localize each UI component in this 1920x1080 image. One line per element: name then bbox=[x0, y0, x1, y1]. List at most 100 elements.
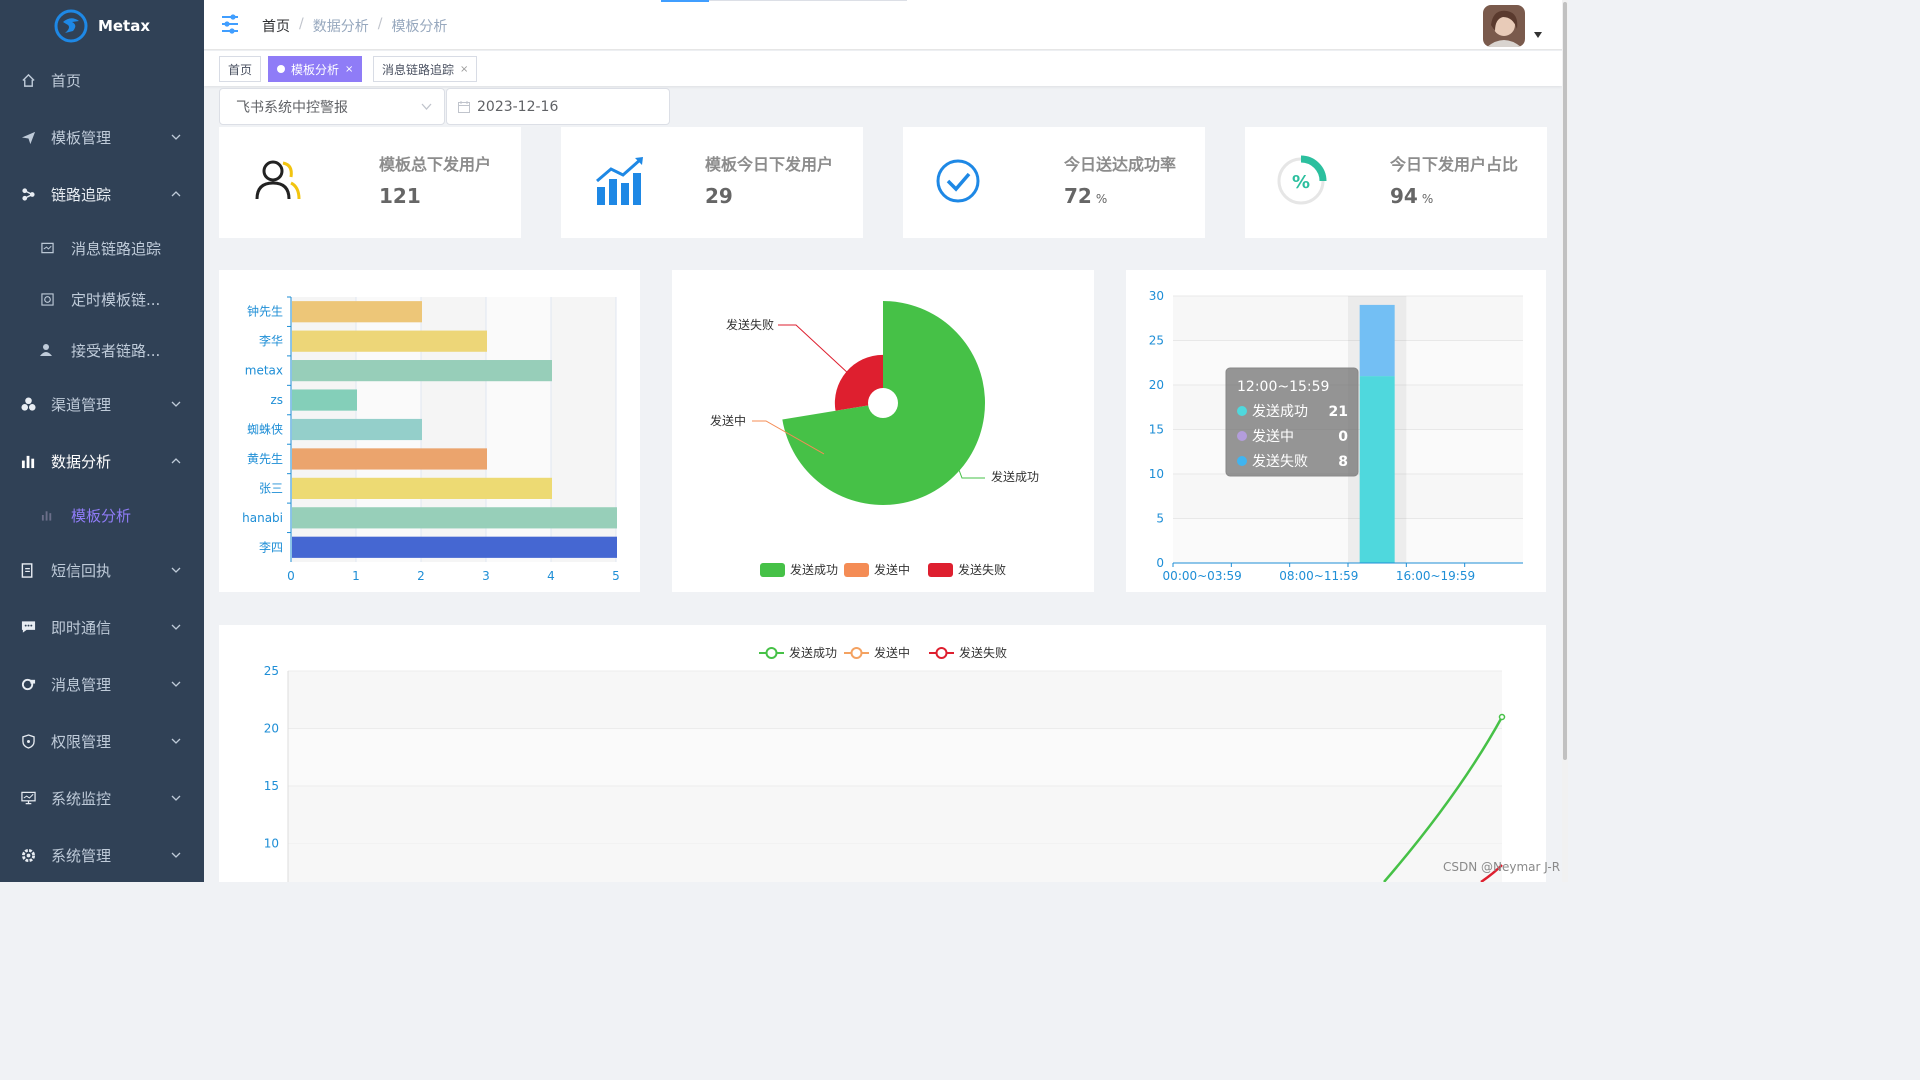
chevron-down-icon bbox=[171, 134, 181, 140]
bar bbox=[292, 330, 487, 352]
active-dot-icon bbox=[277, 65, 285, 73]
template-select[interactable]: 飞书系统中控警报 bbox=[219, 88, 445, 125]
stat-card-success-rate: 今日送达成功率 72% bbox=[903, 127, 1205, 238]
x-tick-label: 08:00~11:59 bbox=[1279, 569, 1358, 583]
sidebar-item-label: 系统监控 bbox=[51, 789, 112, 808]
sidebar-item-label: 消息管理 bbox=[51, 675, 112, 694]
legend-marker bbox=[935, 647, 948, 659]
grid-band bbox=[288, 728, 1502, 786]
sidebar-item-message-management[interactable]: 消息管理 bbox=[0, 664, 204, 704]
bar bbox=[292, 536, 617, 558]
top-indicator bbox=[661, 0, 709, 2]
sidebar-item-template-management[interactable]: 模板管理 bbox=[0, 117, 204, 157]
sidebar-item-system-monitoring[interactable]: 系统监控 bbox=[0, 778, 204, 818]
legend-swatch bbox=[928, 563, 953, 577]
shield-icon bbox=[20, 733, 36, 749]
sidebar-item-permission-management[interactable]: 权限管理 bbox=[0, 721, 204, 761]
sidebar-item-timed-template[interactable]: 定时模板链... bbox=[0, 279, 204, 319]
series-line-success bbox=[1383, 716, 1504, 883]
sidebar-item-label: 数据分析 bbox=[51, 452, 112, 471]
label-line bbox=[752, 420, 825, 455]
caret-down-icon[interactable] bbox=[1534, 32, 1542, 38]
sidebar-item-instant-messaging[interactable]: 即时通信 bbox=[0, 607, 204, 647]
chevron-up-icon bbox=[171, 458, 181, 464]
y-tick-label: zs bbox=[270, 393, 283, 407]
logo[interactable]: Metax bbox=[0, 0, 204, 52]
chevron-down-icon bbox=[171, 681, 181, 687]
grid-band bbox=[288, 843, 1502, 882]
legend-label: 发送失败 bbox=[958, 562, 1006, 577]
breadcrumb-data-analysis[interactable]: 数据分析 bbox=[312, 19, 369, 35]
user-bar-chart-panel: 0 1 2 3 4 5 钟先生 李华 metax zs 蜘蛛侠 黄先生 张三 hanabi 李四 bbox=[219, 270, 640, 592]
breadcrumb: 首页 / 数据分析 / 模板分析 bbox=[262, 16, 447, 36]
stat-title: 今日送达成功率 bbox=[1064, 155, 1177, 174]
x-tick-label: 5 bbox=[612, 569, 620, 583]
grid-band bbox=[1173, 296, 1523, 341]
sidebar-item-label: 首页 bbox=[51, 71, 82, 90]
sidebar-item-sms-receipt[interactable]: 短信回执 bbox=[0, 550, 204, 590]
y-tick-label: 20 bbox=[1149, 378, 1164, 392]
legend-label: 发送成功 bbox=[789, 645, 837, 660]
legend-label: 发送中 bbox=[874, 562, 910, 577]
date-picker[interactable]: 2023-12-16 bbox=[446, 88, 670, 125]
stat-value: 94% bbox=[1390, 184, 1434, 208]
sidebar-item-system-management[interactable]: 系统管理 bbox=[0, 835, 204, 875]
y-tick-label: 蜘蛛侠 bbox=[247, 422, 283, 437]
template-select-value: 飞书系统中控警报 bbox=[236, 99, 348, 116]
breadcrumb-separator: / bbox=[377, 16, 383, 32]
tooltip: 12:00~15:59 发送成功 21 发送中 0 发送失败 8 bbox=[1225, 367, 1359, 477]
sidebar-item-channel-management[interactable]: 渠道管理 bbox=[0, 384, 204, 424]
sidebar-item-template-analysis[interactable]: 模板分析 bbox=[0, 495, 204, 535]
sidebar-item-label: 模板管理 bbox=[51, 128, 112, 147]
chevron-down-icon bbox=[171, 624, 181, 630]
y-tick-label: 10 bbox=[1149, 467, 1164, 481]
close-icon[interactable]: × bbox=[345, 63, 354, 75]
breadcrumb-home[interactable]: 首页 bbox=[262, 19, 290, 35]
bar-chart-icon bbox=[20, 453, 36, 469]
tooltip-box bbox=[1225, 367, 1359, 477]
sidebar-item-home[interactable]: 首页 bbox=[0, 60, 204, 100]
bar-segment bbox=[1359, 376, 1395, 563]
stat-value: 121 bbox=[379, 184, 421, 208]
chevron-down-icon bbox=[171, 738, 181, 744]
y-tick-label: 张三 bbox=[259, 481, 283, 495]
trend-line-chart[interactable]: 25 20 15 10 发送成功 发送中 发送失败 bbox=[219, 625, 1546, 884]
close-icon[interactable]: × bbox=[460, 63, 469, 75]
legend-marker bbox=[765, 647, 778, 659]
bar bbox=[292, 448, 487, 470]
tag-template-analysis[interactable]: 模板分析 × bbox=[268, 56, 363, 82]
sidebar-item-label: 渠道管理 bbox=[51, 395, 112, 414]
sidebar-item-data-analysis[interactable]: 数据分析 bbox=[0, 441, 204, 481]
x-tick-label: 0 bbox=[287, 569, 295, 583]
time-bar-chart[interactable]: 0 5 10 15 20 25 30 00:00~03:59 08:00~11:59 16:00~… bbox=[1126, 270, 1546, 592]
avatar[interactable] bbox=[1483, 5, 1525, 47]
grid-band bbox=[288, 671, 1502, 729]
sidebar-item-label: 链路追踪 bbox=[51, 185, 112, 204]
y-tick-label: 10 bbox=[264, 837, 279, 851]
trend-line-chart-panel: 25 20 15 10 发送成功 发送中 发送失败 bbox=[219, 625, 1546, 884]
stat-title: 模板总下发用户 bbox=[379, 155, 492, 174]
bar bbox=[292, 301, 422, 323]
sidebar-item-message-trace[interactable]: 消息链路追踪 bbox=[0, 228, 204, 268]
users-icon bbox=[255, 160, 301, 200]
y-tick-label: metax bbox=[245, 364, 283, 378]
tag-message-trace[interactable]: 消息链路追踪 × bbox=[373, 56, 478, 82]
time-bar-chart-panel: 0 5 10 15 20 25 30 00:00~03:59 08:00~11:59 16:00~… bbox=[1126, 270, 1546, 592]
legend-label: 发送中 bbox=[874, 645, 910, 660]
tooltip-dot bbox=[1237, 431, 1247, 441]
sms-icon bbox=[20, 562, 36, 578]
stat-card-today-users: 模板今日下发用户 29 bbox=[561, 127, 863, 238]
scrollbar-thumb[interactable] bbox=[1563, 2, 1567, 760]
sidebar-item-link-tracing[interactable]: 链路追踪 bbox=[0, 174, 204, 214]
breadcrumb-template-analysis: 模板分析 bbox=[391, 19, 448, 35]
tag-home[interactable]: 首页 bbox=[219, 56, 262, 82]
sidebar-item-label: 定时模板链... bbox=[71, 290, 161, 309]
chat-icon bbox=[20, 619, 36, 635]
legend-label: 发送成功 bbox=[790, 562, 838, 577]
legend-swatch bbox=[844, 563, 869, 577]
hamburger-icon[interactable] bbox=[220, 13, 240, 35]
sidebar-item-receiver-trace[interactable]: 接受者链路... bbox=[0, 330, 204, 370]
send-icon bbox=[20, 129, 36, 145]
